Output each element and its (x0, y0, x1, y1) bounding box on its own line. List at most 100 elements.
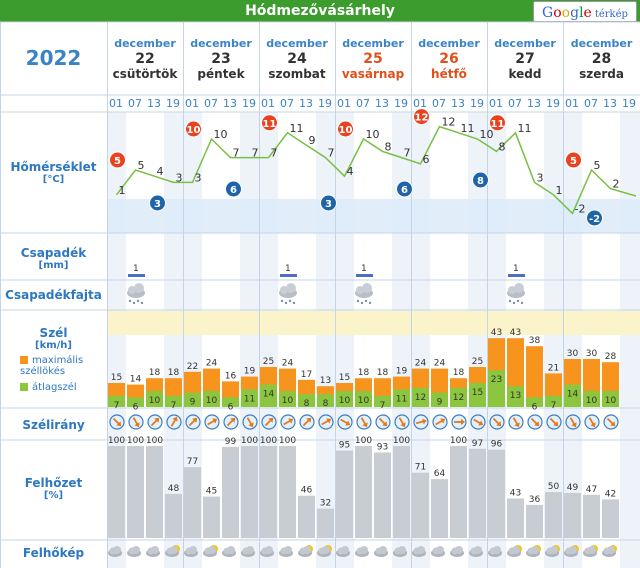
cloud-icon (564, 545, 579, 557)
svg-text:38: 38 (529, 336, 541, 346)
precip-type-label: Csapadékfajta (5, 288, 102, 302)
wind-direction-icon (489, 414, 505, 430)
wind-direction-icon (280, 414, 296, 430)
svg-text:43: 43 (491, 328, 502, 338)
day-header: december 24 szombat (259, 22, 335, 95)
day-header: december 23 péntek (183, 22, 259, 95)
cloud-bar: 96 (488, 440, 505, 538)
cloud-bar: 95 (336, 441, 353, 538)
svg-text:25: 25 (472, 357, 483, 367)
svg-text:11: 11 (491, 119, 505, 130)
wind-bar: 17 8 (298, 370, 315, 409)
svg-text:14: 14 (263, 390, 275, 400)
wind-direction-icon (223, 414, 239, 430)
cloud-bar: 99 (222, 437, 239, 538)
cloud-icon (355, 546, 369, 557)
wind-bar: 24 10 (279, 359, 296, 407)
gust-legend-text: maximális széllökés (20, 355, 84, 377)
svg-text:10: 10 (358, 396, 370, 406)
cloud-bar: 100 (393, 436, 410, 538)
hour-label: 07 (584, 97, 598, 110)
svg-text:6: 6 (401, 185, 408, 196)
hour-label: 01 (489, 97, 503, 110)
wind-bar: 18 7 (165, 368, 182, 411)
cloud-bar: 36 (526, 495, 543, 538)
svg-text:47: 47 (586, 485, 597, 495)
svg-text:42: 42 (605, 489, 616, 499)
google-logo-letter: o (561, 5, 571, 21)
temperature-value: 5 (138, 159, 145, 172)
temperature-value: -2 (575, 202, 586, 215)
max-temp-badge: 11 (261, 114, 278, 132)
cloud-icon (127, 546, 141, 557)
svg-text:22: 22 (187, 362, 198, 372)
google-logo-letter: G (542, 5, 554, 21)
cloud-bar: 100 (108, 436, 125, 538)
hour-label: 01 (413, 97, 427, 110)
year-label: 2022 (25, 46, 82, 70)
cloud-bar: 64 (431, 469, 448, 538)
cloud-bar: 46 (298, 486, 315, 538)
cloud-title: Felhőzet (24, 476, 83, 490)
svg-text:7: 7 (380, 401, 386, 411)
day-month: december (418, 37, 480, 50)
min-temp-badge: 8 (472, 171, 489, 189)
svg-text:23: 23 (491, 375, 502, 385)
svg-text:17: 17 (301, 370, 312, 380)
svg-text:43: 43 (510, 488, 521, 498)
temperature-value: 7 (328, 147, 335, 160)
wind-bar: 21 7 (545, 363, 562, 411)
svg-text:10: 10 (149, 396, 161, 406)
svg-text:100: 100 (393, 436, 410, 446)
google-logo-letter: e (583, 5, 592, 21)
wind-bar: 15 7 (108, 373, 125, 411)
temperature-value: 3 (537, 171, 544, 184)
cloud-bar: 47 (583, 485, 600, 538)
temperature-value: 10 (366, 128, 380, 141)
max-temp-badge: 5 (565, 151, 582, 169)
wind-dir-label: Szélirány (22, 418, 85, 432)
cloud-icon (165, 545, 180, 557)
snow-cloud-icon (127, 283, 145, 305)
google-map-button[interactable]: Google térkép (533, 1, 637, 22)
temperature-label: Hőmérséklet [°C] (0, 160, 107, 185)
hour-label: 19 (166, 97, 180, 110)
wind-title: Szél (39, 326, 68, 340)
precip-mark: 1 (280, 264, 297, 277)
temperature-title: Hőmérséklet (10, 160, 97, 174)
wind-bar: 22 9 (184, 362, 201, 408)
svg-text:32: 32 (320, 499, 331, 509)
wind-direction-icon (375, 414, 391, 430)
temperature-value: 9 (309, 134, 316, 147)
svg-text:15: 15 (339, 373, 350, 383)
cloud-icon (469, 546, 483, 557)
hour-label: 19 (622, 97, 636, 110)
day-month: december (266, 37, 328, 50)
hour-label: 13 (451, 97, 465, 110)
avg-legend-swatch (20, 383, 28, 391)
wind-direction-icon (508, 414, 524, 430)
svg-text:10: 10 (339, 396, 351, 406)
precip-mark: 1 (128, 264, 145, 277)
svg-text:7: 7 (171, 401, 177, 411)
hour-label: 01 (261, 97, 275, 110)
hour-label: 07 (508, 97, 522, 110)
cloud-icon (431, 546, 445, 557)
svg-text:71: 71 (415, 463, 426, 473)
svg-text:45: 45 (206, 487, 217, 497)
hour-label: 07 (204, 97, 218, 110)
day-number: 22 (135, 51, 155, 67)
temperature-value: 12 (442, 116, 456, 129)
header-bar (0, 0, 640, 22)
min-temp-badge: -2 (586, 209, 603, 227)
svg-text:6: 6 (228, 402, 234, 412)
hour-label: 01 (185, 97, 199, 110)
wind-direction-icon (356, 414, 372, 430)
snow-cloud-icon (355, 283, 373, 305)
gust-legend-swatch (20, 356, 28, 364)
temperature-value: 7 (252, 147, 259, 160)
svg-text:100: 100 (450, 436, 467, 446)
cloud-unit: [%] (43, 490, 64, 501)
